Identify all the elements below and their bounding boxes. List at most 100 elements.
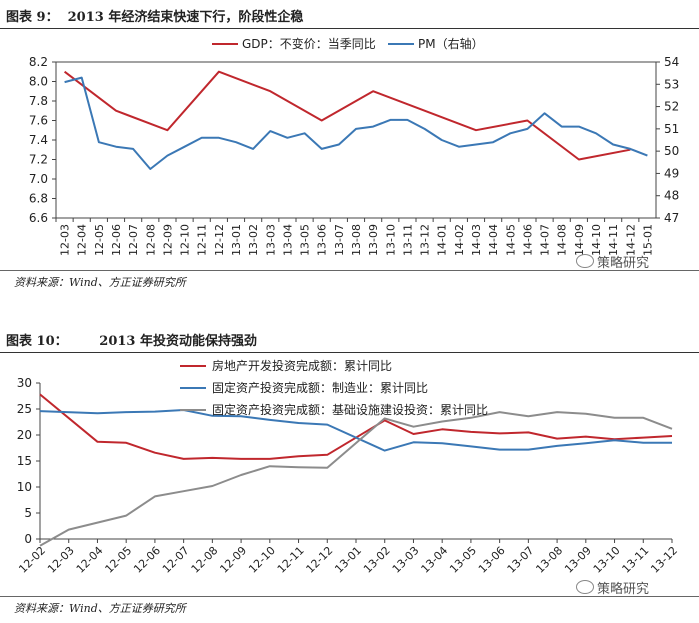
x-axis-tick-label: 12-06 (131, 544, 163, 576)
x-axis-tick-label: 14-11 (607, 224, 620, 256)
figure-1-watermark: 策略研究 (576, 252, 649, 271)
x-axis-tick-label: 12-09 (161, 224, 174, 256)
x-axis-tick-label: 13-06 (316, 224, 329, 256)
figure-2-watermark: 策略研究 (576, 578, 649, 597)
y-axis-tick-label: 5 (24, 506, 32, 520)
y-axis-tick-label: 25 (17, 402, 32, 416)
figure-2-source-rule (0, 596, 699, 597)
investment-chart: 05101520253012-0212-0312-0412-0512-0612-… (16, 358, 680, 576)
right-axis-tick-label: 51 (664, 122, 679, 136)
x-axis-tick-label: 13-02 (247, 224, 260, 256)
x-axis-tick-label: 13-01 (332, 544, 364, 576)
x-axis-tick-label: 15-01 (641, 224, 654, 256)
x-axis-tick-label: 13-08 (533, 544, 565, 576)
x-axis-tick-label: 13-07 (333, 224, 346, 256)
x-axis-tick-label: 13-11 (401, 224, 414, 256)
y-axis-tick-label: 10 (17, 480, 32, 494)
right-axis-tick-label: 48 (664, 189, 679, 203)
x-axis-tick-label: 12-08 (189, 544, 221, 576)
manufacturing-series-line (39, 409, 672, 452)
gdp-series-line (63, 70, 631, 161)
real-estate-series-line (39, 393, 673, 460)
left-axis-tick-label: 8.0 (29, 75, 48, 89)
x-axis-tick-label: 14-02 (453, 224, 466, 256)
right-axis-tick-label: 49 (664, 166, 679, 180)
y-axis-tick-label: 15 (17, 454, 32, 468)
y-axis-tick-label: 20 (17, 428, 32, 442)
figure-1-watermark-text: 策略研究 (597, 256, 650, 271)
left-axis-tick-label: 7.2 (29, 153, 48, 167)
legend-label: 房地产开发投资完成额：累计同比 (212, 358, 392, 373)
x-axis-tick-label: 13-12 (648, 544, 680, 576)
x-axis-tick-label: 13-10 (591, 544, 623, 576)
x-axis-tick-label: 12-11 (196, 224, 209, 256)
right-axis-tick-label: 47 (664, 211, 679, 225)
right-axis-tick-label: 54 (664, 55, 679, 69)
x-axis-tick-label: 14-12 (624, 224, 637, 256)
x-axis-tick-label: 14-04 (487, 224, 500, 256)
x-axis-tick-label: 12-04 (76, 224, 89, 256)
x-axis-tick-label: 12-07 (160, 544, 192, 576)
x-axis-tick-label: 12-12 (304, 544, 336, 576)
legend-label: PM（右轴） (418, 36, 484, 51)
x-axis-tick-label: 14-07 (539, 224, 552, 256)
legend-label: 固定资产投资完成额：基础设施建设投资：累计同比 (212, 402, 488, 417)
x-axis-tick-label: 13-06 (476, 544, 508, 576)
x-axis-tick-label: 13-09 (562, 544, 594, 576)
legend-label: GDP：不变价：当季同比 (242, 36, 376, 51)
x-axis-tick-label: 12-05 (103, 544, 135, 576)
x-axis-tick-label: 14-08 (556, 224, 569, 256)
figure-2-top-rule (0, 352, 699, 353)
x-axis-tick-label: 13-05 (299, 224, 312, 256)
x-axis-tick-label: 13-04 (419, 544, 451, 576)
left-axis-tick-label: 7.6 (29, 114, 48, 128)
x-axis-tick-label: 14-10 (590, 224, 603, 256)
x-axis-tick-label: 12-04 (74, 544, 106, 576)
left-axis-tick-label: 7.0 (29, 172, 48, 186)
x-axis-tick-label: 13-01 (230, 224, 243, 256)
y-axis-tick-label: 30 (17, 376, 32, 390)
figure-1-source-rule (0, 270, 699, 271)
x-axis-tick-label: 13-12 (419, 224, 432, 256)
x-axis-tick-label: 12-10 (179, 224, 192, 256)
figure-2-watermark-text: 策略研究 (597, 582, 650, 597)
x-axis-tick-label: 13-08 (350, 224, 363, 256)
figure-1-top-rule (0, 28, 699, 29)
x-axis-tick-label: 12-03 (59, 224, 72, 256)
x-axis-tick-label: 13-10 (384, 224, 397, 256)
right-axis-tick-label: 52 (664, 100, 679, 114)
left-axis-tick-label: 8.2 (29, 55, 48, 69)
infrastructure-series-line (39, 411, 673, 547)
right-axis-tick-label: 50 (664, 144, 679, 158)
x-axis-tick-label: 12-09 (217, 544, 249, 576)
right-axis-tick-label: 53 (664, 77, 679, 91)
x-axis-tick-label: 13-02 (361, 544, 393, 576)
x-axis-tick-label: 13-04 (281, 224, 294, 256)
x-axis-tick-label: 12-02 (16, 544, 48, 576)
x-axis-tick-label: 13-11 (620, 544, 652, 576)
x-axis-tick-label: 13-05 (447, 544, 479, 576)
figure-1-source: 资料来源：Wind、方正证券研究所 (14, 276, 186, 289)
figure-2-title: 图表 10： 2013 年投资动能保持强劲 (6, 334, 258, 349)
x-axis-tick-label: 14-09 (573, 224, 586, 256)
x-axis-tick-label: 12-06 (110, 224, 123, 256)
figure-1-title: 图表 9： 2013 年经济结束快速下行，阶段性企稳 (6, 10, 304, 25)
x-axis-tick-label: 13-09 (367, 224, 380, 256)
wechat-icon (576, 580, 594, 594)
x-axis-tick-label: 12-03 (45, 544, 77, 576)
x-axis-tick-label: 14-06 (521, 224, 534, 256)
x-axis-tick-label: 14-03 (470, 224, 483, 256)
x-axis-tick-label: 14-05 (504, 224, 517, 256)
left-axis-tick-label: 6.6 (29, 211, 48, 225)
left-axis-tick-label: 7.4 (29, 133, 48, 147)
x-axis-tick-label: 13-03 (390, 544, 422, 576)
x-axis-tick-label: 12-07 (127, 224, 140, 256)
x-axis-tick-label: 12-11 (275, 544, 307, 576)
x-axis-tick-label: 12-08 (144, 224, 157, 256)
x-axis-tick-label: 14-01 (436, 224, 449, 256)
gdp-pmi-chart: 6.6 6.8 7.0 7.2 7.4 7.6 7.8 8.0 8.2 47 48 49 50 51 52 5… (29, 36, 679, 256)
y-axis-tick-label: 0 (24, 532, 32, 546)
legend-label: 固定资产投资完成额：制造业：累计同比 (212, 380, 428, 395)
left-axis-tick-label: 6.8 (29, 192, 48, 206)
wechat-icon (576, 254, 594, 268)
